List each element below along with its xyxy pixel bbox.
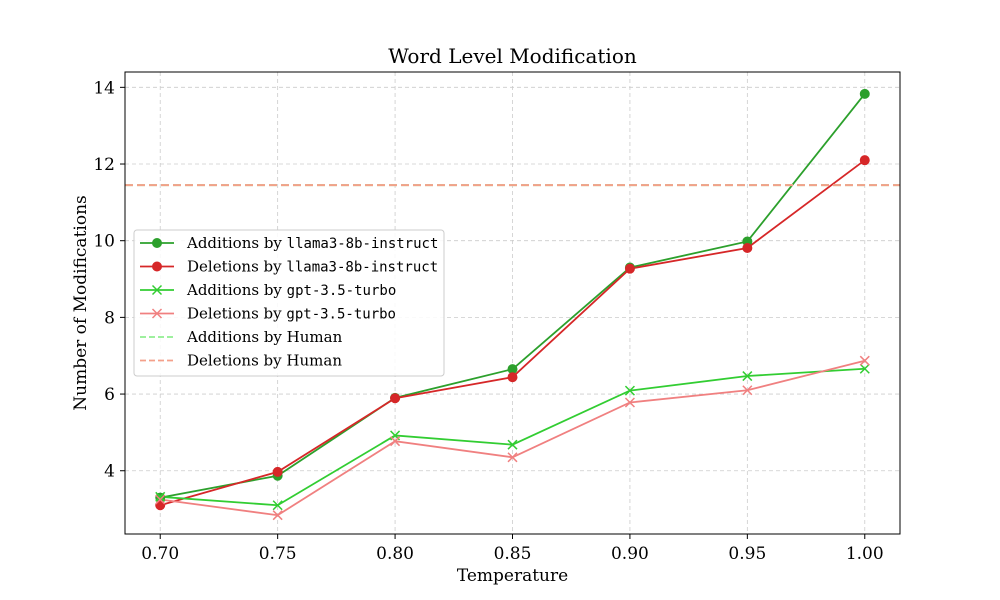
series-2-point [859,363,870,374]
legend-entry: Deletions by Human [140,352,342,370]
y-tick-label: 14 [93,78,115,98]
legend-label-prefix: Additions by [186,234,287,252]
x-axis-label: Temperature [457,566,568,586]
x-marker-stroke [742,371,753,382]
legend-label-model: llama3-8b-instruct [287,236,439,252]
x-tick-label: 0.80 [376,544,414,564]
series-3-point [390,436,401,447]
legend: Additions by llama3-8b-instructDeletions… [133,229,445,377]
x-marker-stroke [390,436,401,447]
y-axis-label: Number of Modifications [71,195,91,410]
x-marker-stroke [624,385,635,396]
series-2-point [624,385,635,396]
x-marker-stroke [742,385,753,396]
series-1-point [859,155,870,166]
chart-title: Word Level Modification [388,44,637,68]
legend-entry: Additions by gpt-3.5-turbo [140,281,396,299]
legend-label: Deletions by llama3-8b-instruct [187,258,438,276]
series-2-point [272,500,283,511]
y-tick-label: 10 [93,232,115,252]
x-tick-label: 1.00 [846,544,884,564]
legend-label: Additions by Human [186,328,343,346]
y-tick-label: 12 [93,155,115,175]
x-marker-stroke [272,500,283,511]
legend-entry: Deletions by llama3-8b-instruct [140,258,438,276]
legend-marker [151,308,163,319]
legend-marker [151,284,163,296]
legend-entry: Additions by llama3-8b-instruct [140,234,438,252]
series-1-point [155,500,166,511]
x-tick-label: 0.85 [494,544,532,564]
legend-box [133,229,445,377]
x-marker-stroke [155,491,166,502]
x-marker-stroke [151,284,163,296]
series-0-point [859,88,870,99]
y-tick-label: 6 [104,385,115,405]
series-2-point [742,371,753,382]
legend-entry: Deletions by gpt-3.5-turbo [140,305,396,323]
series-1-point [272,466,283,477]
series-1-point [507,372,518,383]
x-marker-stroke [151,308,163,319]
y-tick-label: 4 [104,462,115,482]
x-marker-stroke [859,355,870,366]
legend-label-prefix: Deletions by [187,258,286,276]
x-marker-stroke [272,510,283,521]
y-tick-label: 8 [104,308,115,328]
series-3-point [272,510,283,521]
series-3-point [624,397,635,408]
legend-marker [152,261,162,272]
legend-label: Deletions by Human [187,352,342,370]
legend-label-model: gpt-3.5-turbo [286,307,396,323]
legend-label-prefix: Additions by [186,281,287,299]
legend-label: Additions by llama3-8b-instruct [186,234,438,252]
series-3-point [507,452,518,463]
x-tick-label: 0.70 [141,544,179,564]
series-markers [155,88,870,521]
x-marker-stroke [507,439,518,450]
legend-label-model: llama3-8b-instruct [286,260,438,276]
series-2-point [155,491,166,502]
x-tick-label: 0.95 [728,544,766,564]
legend-label-prefix: Additions by Human [186,328,343,346]
x-marker-stroke [859,363,870,374]
legend-label: Deletions by gpt-3.5-turbo [187,305,396,323]
plot-frame [124,71,901,535]
series-1-point [390,393,401,404]
series-3-point [742,385,753,396]
legend-label: Additions by gpt-3.5-turbo [186,281,396,299]
series-3-point [859,355,870,366]
series-2-point [507,439,518,450]
legend-marker [152,238,162,248]
x-tick-label: 0.75 [259,544,297,564]
series-1-point [742,242,753,253]
x-axis-ticks: 0.70 0.75 0.80 0.85 0.90 0.95 1.00 [141,534,884,564]
series-3-point [155,494,166,505]
series-1-point [624,263,635,274]
x-marker-stroke [624,397,635,408]
legend-entry: Additions by Human [140,328,343,346]
legend-label-prefix: Deletions by Human [187,352,342,370]
legend-label-prefix: Deletions by [187,305,286,323]
x-marker-stroke [155,494,166,505]
x-tick-label: 0.90 [611,544,649,564]
y-axis-ticks: 4 6 8 10 12 14 [93,78,125,482]
x-marker-stroke [507,452,518,463]
legend-label-model: gpt-3.5-turbo [287,283,397,299]
